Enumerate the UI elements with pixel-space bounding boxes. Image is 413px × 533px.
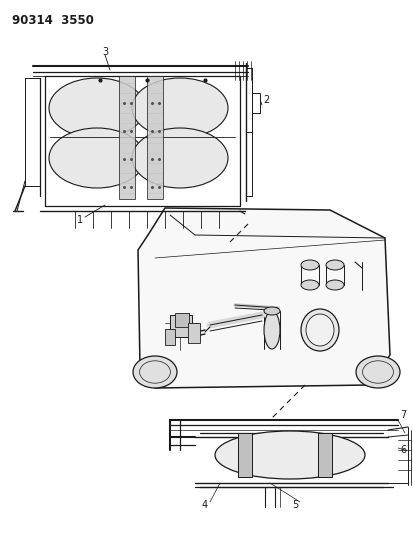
Text: 90314  3550: 90314 3550 — [12, 14, 94, 27]
Ellipse shape — [215, 431, 365, 479]
Text: 3: 3 — [102, 47, 108, 57]
Ellipse shape — [264, 311, 280, 349]
Bar — [238, 433, 252, 477]
Polygon shape — [138, 208, 390, 388]
Ellipse shape — [264, 307, 280, 315]
Bar — [175, 313, 189, 327]
Ellipse shape — [326, 280, 344, 290]
Ellipse shape — [306, 314, 334, 346]
Ellipse shape — [49, 78, 145, 138]
Bar — [165, 329, 175, 345]
Text: 1: 1 — [77, 215, 83, 225]
Text: 4: 4 — [202, 500, 208, 510]
Text: 6: 6 — [400, 445, 406, 455]
Text: 5: 5 — [292, 500, 298, 510]
Bar — [252, 93, 260, 113]
Bar — [318, 433, 332, 477]
Ellipse shape — [326, 260, 344, 270]
Text: 2: 2 — [263, 95, 269, 105]
Ellipse shape — [132, 128, 228, 188]
Ellipse shape — [356, 356, 400, 388]
Ellipse shape — [301, 280, 319, 290]
Text: 7: 7 — [400, 410, 406, 420]
Ellipse shape — [301, 309, 339, 351]
Ellipse shape — [49, 128, 145, 188]
Bar — [188, 323, 200, 343]
Bar — [170, 315, 192, 337]
Ellipse shape — [133, 356, 177, 388]
Bar — [147, 76, 163, 199]
Ellipse shape — [132, 78, 228, 138]
Ellipse shape — [301, 260, 319, 270]
Bar — [119, 76, 135, 199]
